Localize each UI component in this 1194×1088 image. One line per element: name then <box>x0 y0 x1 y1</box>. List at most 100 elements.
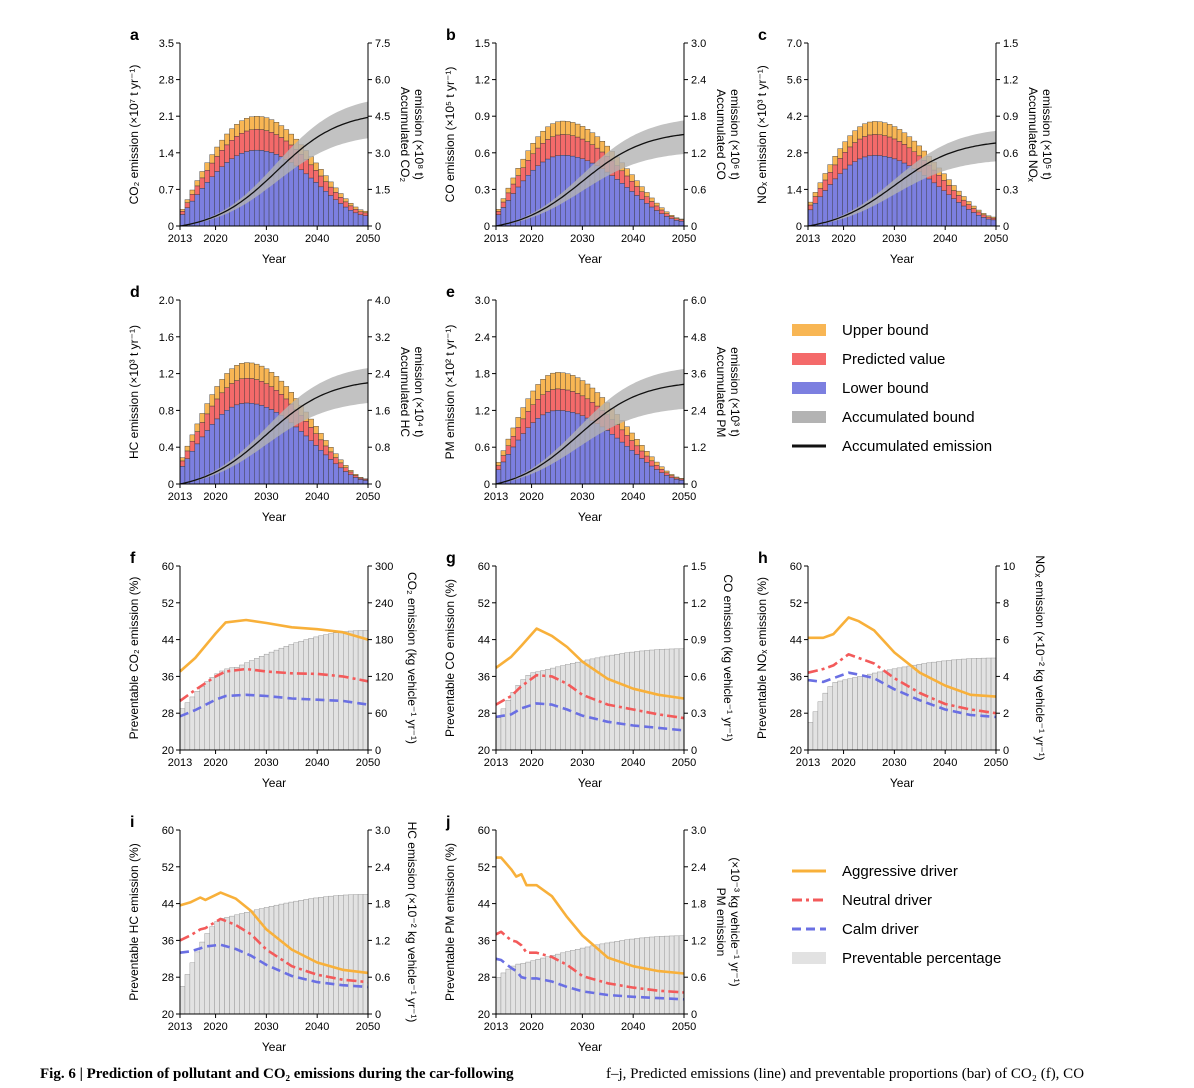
bar-upper-2021 <box>535 136 541 149</box>
x-tick-label: 2030 <box>570 1021 594 1033</box>
y-tick-label: 20 <box>790 745 802 757</box>
preventable-bar-2050 <box>990 657 997 751</box>
bar-upper-2016 <box>510 427 516 437</box>
x-tick-label: 2013 <box>796 757 820 769</box>
preventable-bar-2031 <box>268 906 275 1015</box>
bar-upper-2021 <box>847 135 853 148</box>
bar-upper-2025 <box>555 121 561 136</box>
bar-upper-2030 <box>263 368 270 384</box>
y-axis-title: NOₓ emission (×10³ t yr⁻¹) <box>755 65 769 204</box>
x-tick-label: 2013 <box>168 233 192 245</box>
bar-predicted-2021 <box>219 150 225 167</box>
bar-lower-2046 <box>971 212 977 227</box>
bar-predicted-2029 <box>258 381 265 406</box>
x-tick-label: 2040 <box>305 233 329 245</box>
bar-lower-2048 <box>352 477 359 485</box>
preventable-bar-2024 <box>550 955 556 1015</box>
preventable-bar-2050 <box>362 630 369 751</box>
bar-lower-2026 <box>244 151 250 227</box>
bar-lower-2026 <box>244 402 250 485</box>
preventable-bar-2017 <box>515 685 521 751</box>
bar-lower-2036 <box>293 426 299 485</box>
bar-lower-2015 <box>817 196 824 227</box>
y2-tick-label: 0 <box>691 745 697 757</box>
preventable-bar-2021 <box>219 670 225 751</box>
y-tick-label: 0.3 <box>475 184 490 196</box>
preventable-bar-2023 <box>545 669 551 751</box>
preventable-bar-2046 <box>659 936 665 1015</box>
bar-upper-2033 <box>594 392 601 407</box>
bar-predicted-2017 <box>515 427 521 441</box>
y-tick-label: 2.8 <box>159 75 174 87</box>
y-axis-title: Preventable HC emission (%) <box>127 843 141 1000</box>
y-tick-label: 0 <box>168 479 174 491</box>
bar-lower-2042 <box>951 198 957 227</box>
bar-upper-2044 <box>333 187 339 193</box>
bar-lower-2048 <box>668 218 675 227</box>
y-axis-title: Preventable CO₂ emission (%) <box>127 577 141 740</box>
bar-upper-2025 <box>239 363 245 380</box>
y2-tick-label: 1.2 <box>691 935 706 947</box>
bar-upper-2041 <box>946 179 952 186</box>
panel-label: g <box>446 550 456 567</box>
bar-upper-2023 <box>545 375 551 392</box>
bar-upper-2023 <box>229 128 235 141</box>
bar-upper-2024 <box>234 365 240 381</box>
bar-upper-2028 <box>882 122 888 136</box>
bar-predicted-2013 <box>495 211 502 215</box>
bar-upper-2022 <box>224 133 230 146</box>
bar-lower-2025 <box>555 155 561 227</box>
bar-lower-2045 <box>654 210 660 227</box>
preventable-bar-2049 <box>985 657 992 751</box>
series-neutral-line <box>495 930 685 994</box>
bar-lower-2049 <box>357 479 364 485</box>
bar-predicted-2018 <box>204 413 210 431</box>
bar-upper-2016 <box>510 177 516 185</box>
y-tick-label: 28 <box>478 708 490 720</box>
bar-upper-2028 <box>254 363 260 380</box>
y-tick-label: 0 <box>484 221 490 233</box>
bar-upper-2026 <box>244 118 250 132</box>
bar-upper-2015 <box>505 438 512 446</box>
preventable-bar-2042 <box>323 896 329 1015</box>
y2-tick-label: 0.6 <box>691 671 706 683</box>
preventable-bar-2039 <box>308 898 314 1015</box>
bar-upper-2046 <box>971 205 977 209</box>
bar-predicted-2042 <box>639 191 645 200</box>
series-neutral-line <box>179 667 369 702</box>
bar-upper-2047 <box>664 470 670 474</box>
bar-predicted-2017 <box>199 177 205 189</box>
bar-predicted-2013 <box>179 211 186 215</box>
x-axis-title: Year <box>578 776 602 790</box>
y-tick-label: 0.8 <box>159 405 174 417</box>
preventable-bar-2017 <box>827 686 833 751</box>
y2-tick-label: 60 <box>375 708 387 720</box>
preventable-bar-2022 <box>540 957 546 1015</box>
bar-upper-2019 <box>209 394 215 407</box>
bar-upper-2022 <box>540 379 546 395</box>
bar-predicted-2049 <box>985 216 992 220</box>
bar-lower-2023 <box>229 406 235 485</box>
bar-upper-2014 <box>500 450 507 456</box>
bar-lower-2038 <box>619 441 625 485</box>
preventable-bar-2035 <box>288 901 294 1015</box>
bar-predicted-2030 <box>579 395 586 416</box>
bar-lower-2024 <box>234 404 240 485</box>
legend-label: Predicted value <box>842 351 945 368</box>
bar-lower-2025 <box>239 403 245 485</box>
x-tick-label: 2020 <box>203 491 227 503</box>
bar-lower-2037 <box>614 179 620 227</box>
bar-upper-2026 <box>560 372 566 390</box>
bar-predicted-2014 <box>184 202 191 209</box>
bar-upper-2018 <box>204 403 210 415</box>
bar-predicted-2021 <box>847 146 853 166</box>
preventable-bar-2047 <box>348 894 354 1015</box>
bar-upper-2046 <box>659 207 665 211</box>
bar-upper-2044 <box>961 196 967 201</box>
bar-predicted-2023 <box>857 138 863 160</box>
preventable-bar-2014 <box>500 972 507 1015</box>
x-axis-title: Year <box>262 252 286 266</box>
x-axis-title: Year <box>890 776 914 790</box>
bar-upper-2027 <box>565 373 571 391</box>
y-tick-label: 2.4 <box>475 332 490 344</box>
